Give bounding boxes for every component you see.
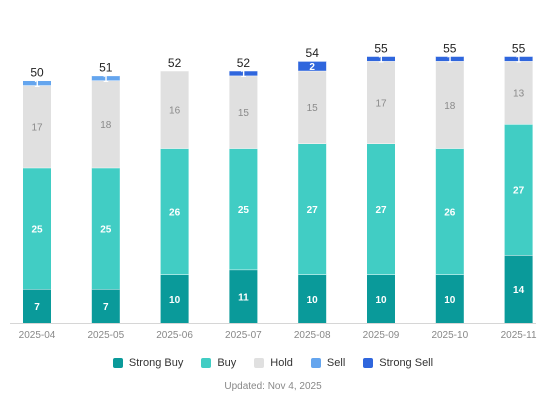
bar-segment-sell-2025-05[interactable]: [91, 75, 120, 81]
bar-segment-strong-buy-2025-09[interactable]: [367, 274, 395, 324]
chart-legend: Strong Buy Buy Hold Sell Strong Sell: [0, 357, 546, 369]
bar-segment-buy-2025-10[interactable]: [435, 148, 464, 275]
bar-segment-strong-buy-2025-08[interactable]: [298, 274, 327, 324]
legend-label: Strong Sell: [379, 357, 434, 369]
data-label: 27: [375, 205, 387, 216]
data-label: 1: [447, 55, 453, 66]
data-label: 11: [238, 292, 249, 303]
bar-segment-strong-sell-2025-10[interactable]: [435, 56, 464, 62]
data-label: 26: [169, 207, 181, 218]
data-label: 26: [444, 207, 456, 218]
bar-segment-strong-sell-2025-07[interactable]: [229, 70, 258, 76]
x-tick-label: 2025-05: [87, 330, 124, 341]
legend-item-buy[interactable]: Buy: [201, 357, 236, 369]
x-tick-label: 2025-07: [225, 330, 262, 341]
legend-label: Buy: [217, 357, 237, 369]
data-label: 27: [307, 205, 319, 216]
bar-segment-buy-2025-04[interactable]: [23, 167, 51, 290]
updated-timestamp: Updated: Nov 4, 2025: [224, 381, 322, 392]
data-label: 13: [513, 89, 525, 100]
bar-segment-hold-2025-06[interactable]: [160, 70, 189, 149]
bar-segment-strong-buy-2025-07[interactable]: [229, 269, 258, 323]
data-label: 15: [307, 103, 319, 114]
total-label: 55: [374, 41, 388, 55]
data-label: 10: [444, 295, 456, 306]
bar-segment-buy-2025-05[interactable]: [91, 167, 120, 290]
total-label: 54: [306, 46, 320, 60]
bar-segment-strong-buy-2025-05[interactable]: [91, 289, 120, 323]
bar-segment-hold-2025-04[interactable]: [23, 85, 51, 168]
data-label: 25: [238, 205, 250, 216]
data-label: 27: [513, 186, 525, 197]
legend-swatch: [201, 358, 212, 368]
data-label: 1: [516, 55, 522, 66]
bar-segment-strong-sell-2025-11[interactable]: [504, 56, 533, 62]
legend-item-strong-sell[interactable]: Strong Sell: [363, 357, 433, 369]
legend-swatch: [310, 358, 321, 368]
legend-swatch: [112, 358, 123, 368]
bar-segment-hold-2025-05[interactable]: [91, 80, 120, 168]
bar-segment-buy-2025-09[interactable]: [367, 143, 395, 275]
bar-segment-hold-2025-07[interactable]: [229, 75, 258, 149]
data-label: 1: [103, 74, 109, 85]
data-label: 1: [34, 79, 40, 90]
data-label: 2: [309, 62, 315, 73]
total-label: 55: [512, 41, 526, 55]
data-label: 25: [100, 224, 112, 235]
data-label: 1: [241, 69, 247, 80]
legend-swatch: [363, 358, 374, 368]
x-tick-label: 2025-06: [156, 330, 193, 341]
data-label: 10: [375, 295, 387, 306]
legend-item-strong-buy[interactable]: Strong Buy: [112, 357, 184, 369]
total-label: 50: [30, 66, 44, 80]
data-label: 10: [307, 295, 319, 306]
bar-segment-strong-sell-2025-09[interactable]: [367, 56, 395, 62]
data-label: 10: [169, 295, 181, 306]
legend-item-hold[interactable]: Hold: [254, 357, 293, 369]
legend-label: Sell: [326, 357, 346, 369]
data-label: 7: [34, 302, 40, 313]
total-label: 51: [99, 61, 113, 75]
x-tick-label: 2025-09: [363, 330, 400, 341]
bar-segment-buy-2025-08[interactable]: [298, 143, 327, 275]
x-tick-label: 2025-04: [19, 330, 56, 341]
x-tick-label: 2025-11: [501, 330, 537, 341]
data-label: 18: [100, 120, 112, 131]
bar-segment-buy-2025-06[interactable]: [160, 148, 189, 275]
x-tick-label: 2025-08: [294, 330, 331, 341]
data-label: 7: [103, 302, 109, 313]
bar-segment-sell-2025-04[interactable]: [23, 80, 51, 86]
bar-segment-hold-2025-08[interactable]: [298, 70, 327, 144]
data-label: 17: [31, 123, 43, 134]
bar-segment-hold-2025-11[interactable]: [504, 61, 533, 125]
bar-segment-strong-buy-2025-06[interactable]: [160, 274, 189, 324]
bar-segment-buy-2025-11[interactable]: [504, 124, 533, 256]
legend-item-sell[interactable]: Sell: [310, 357, 346, 369]
stacked-bar-chart: 725171502025-04725181512025-051026165220…: [10, 41, 537, 341]
bar-segment-hold-2025-10[interactable]: [435, 61, 464, 149]
data-label: 25: [31, 224, 43, 235]
total-label: 52: [237, 56, 251, 70]
x-tick-label: 2025-10: [431, 330, 468, 341]
bar-segment-strong-buy-2025-04[interactable]: [23, 289, 51, 323]
legend-label: Hold: [270, 357, 293, 369]
bar-segment-strong-buy-2025-10[interactable]: [435, 274, 464, 324]
bar-segment-strong-buy-2025-11[interactable]: [504, 255, 533, 323]
bar-segment-strong-sell-2025-08[interactable]: [298, 61, 327, 71]
legend-swatch: [254, 358, 265, 368]
total-label: 52: [168, 56, 182, 70]
data-label: 1: [378, 55, 384, 66]
data-label: 14: [513, 285, 525, 296]
bar-segment-hold-2025-09[interactable]: [367, 61, 395, 144]
bar-segment-buy-2025-07[interactable]: [229, 148, 258, 270]
data-label: 17: [375, 98, 387, 109]
total-label: 55: [443, 41, 457, 55]
data-label: 16: [169, 106, 181, 117]
data-label: 15: [238, 108, 250, 119]
legend-label: Strong Buy: [128, 357, 184, 369]
data-label: 18: [444, 101, 456, 112]
